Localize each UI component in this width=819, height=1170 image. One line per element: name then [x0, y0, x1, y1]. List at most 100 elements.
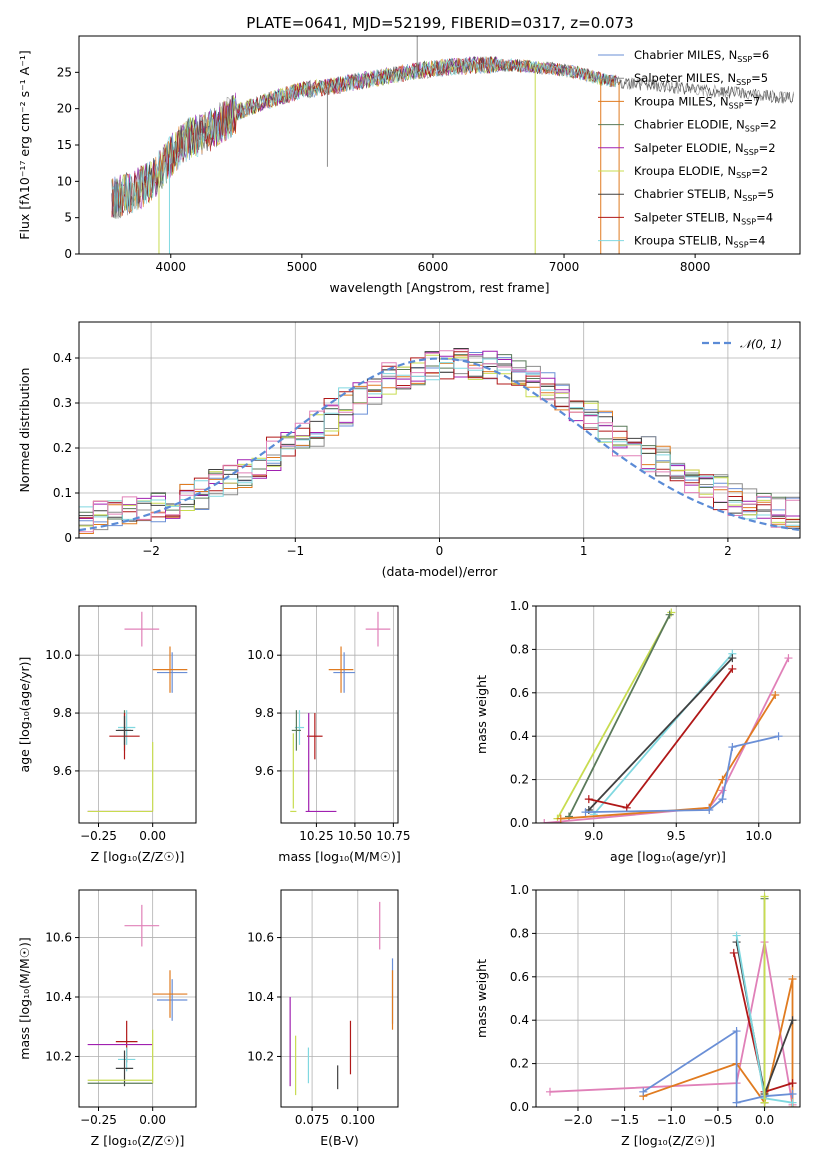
weight-marker: [732, 1098, 741, 1107]
x-tick-label: 7000: [549, 260, 580, 274]
errorbar-point: [328, 646, 354, 693]
y-axis-label: Normed distribution: [17, 368, 32, 493]
y-tick-label: 10.4: [45, 990, 72, 1004]
x-tick-label: 1: [580, 544, 588, 558]
y-tick-label: 20: [57, 102, 72, 116]
weight-line: [593, 653, 733, 815]
axes-frame: [78, 35, 801, 255]
errorbar-point: [124, 611, 160, 647]
x-axis-label: E(B-V): [320, 1133, 359, 1148]
x-tick-label: −2.0: [563, 1113, 592, 1127]
y-tick-label: 0.6: [510, 970, 529, 984]
weight-series: [556, 690, 780, 823]
weight-marker: [729, 948, 738, 957]
weight-marker: [540, 819, 549, 823]
weight-marker: [565, 812, 573, 821]
weight-marker: [556, 814, 565, 823]
y-tick-label: 0.2: [510, 773, 529, 787]
x-tick-label: 4000: [155, 260, 186, 274]
y-tick-label: 10.6: [45, 931, 72, 945]
panel-mass_vs_Z: −0.25 0.00 10.2 10.4 10.6 Z [log₁₀(Z/Z☉)] mass…: [17, 889, 197, 1148]
legend-label: Salpeter MILES, NSSP=5: [634, 71, 768, 87]
plot-area: [79, 348, 800, 534]
errorbar-point: [157, 979, 188, 1021]
panel-mass_vs_EBV: 0.075 0.100 10.2 10.4 10.6 E(B-V): [247, 889, 399, 1148]
plot-area: [87, 611, 188, 813]
x-tick-label: 9.0: [584, 829, 603, 843]
y-tick-label: 5: [64, 211, 72, 225]
weight-marker: [784, 654, 793, 663]
y-tick-label: 0.8: [510, 926, 529, 940]
y-tick-label: 0.0: [510, 1100, 529, 1114]
weight-marker: [718, 786, 727, 795]
histogram-series: [79, 358, 800, 527]
y-tick-label: 0.2: [510, 1057, 529, 1071]
x-axis-label: age [log₁₀(age/yr)]: [610, 849, 726, 864]
y-tick-label: 0.6: [510, 686, 529, 700]
weight-marker: [771, 690, 780, 699]
x-tick-label: −0.25: [80, 1113, 117, 1127]
x-tick-label: −1: [286, 544, 304, 558]
x-axis-label: wavelength [Angstrom, rest frame]: [329, 280, 549, 295]
legend-label: Salpeter STELIB, NSSP=4: [634, 210, 773, 226]
weight-marker: [728, 664, 737, 673]
weight-marker: [788, 1079, 797, 1088]
y-tick-label: 0.8: [510, 642, 529, 656]
histogram-series: [79, 349, 800, 533]
x-tick-label: 6000: [418, 260, 449, 274]
y-tick-label: 9.6: [255, 764, 274, 778]
errorbar-point: [115, 715, 134, 745]
y-tick-label: 9.8: [53, 706, 72, 720]
y-tick-label: 0: [64, 247, 72, 261]
y-tick-label: 10.4: [247, 990, 274, 1004]
y-tick-label: 0.4: [510, 729, 529, 743]
x-tick-label: 0.00: [139, 1113, 166, 1127]
figure-title: PLATE=0641, MJD=52199, FIBERID=0317, z=0…: [246, 14, 633, 32]
weight-marker: [760, 1098, 769, 1107]
spectrum-line: [111, 56, 617, 215]
x-tick-label: 8000: [680, 260, 711, 274]
y-tick-label: 0.4: [510, 1013, 529, 1027]
y-tick-label: 0.0: [510, 816, 529, 830]
x-tick-label: 0.100: [341, 1113, 375, 1127]
x-axis-label: (data-model)/error: [382, 564, 499, 579]
x-tick-label: 10.75: [376, 829, 410, 843]
weight-marker: [665, 610, 674, 619]
weight-marker: [774, 732, 783, 741]
y-tick-label: 0.4: [53, 351, 72, 365]
x-tick-label: 0.00: [139, 829, 166, 843]
legend-label: Chabrier STELIB, NSSP=5: [634, 187, 774, 203]
x-tick-label: 0.075: [295, 1113, 329, 1127]
y-axis-label: mass weight: [474, 675, 489, 754]
errorbar-point: [157, 652, 188, 693]
weight-marker: [718, 795, 727, 804]
plot-area: [289, 901, 394, 1096]
legend: 𝒩(0, 1): [702, 337, 782, 351]
x-tick-label: −0.5: [703, 1113, 732, 1127]
x-axis-label: Z [log₁₀(Z/Z☉)]: [91, 849, 185, 864]
x-tick-label: 2: [724, 544, 732, 558]
weight-line: [560, 694, 777, 820]
axes-frame: [280, 889, 399, 1108]
y-axis-label: mass [log₁₀(M/M☉)]: [17, 937, 32, 1059]
weight-series: [639, 1027, 797, 1107]
weight-series: [760, 892, 769, 1107]
axes-frame: [535, 605, 801, 824]
weight-marker: [732, 1027, 741, 1036]
x-tick-label: −1.0: [657, 1113, 686, 1127]
x-axis-label: mass [log₁₀(M/M☉)]: [278, 849, 400, 864]
errorbar-point: [118, 710, 136, 745]
weight-marker: [718, 775, 727, 784]
weight-series: [581, 732, 783, 817]
y-tick-label: 9.8: [255, 706, 274, 720]
plot-area: [111, 36, 794, 254]
axes-frame: [535, 889, 801, 1108]
weight-marker: [788, 974, 797, 983]
plot-area: [540, 608, 793, 823]
weight-line: [588, 657, 733, 811]
weight-marker: [760, 892, 769, 901]
y-tick-label: 10.2: [45, 1049, 72, 1063]
y-tick-label: 10: [57, 174, 72, 188]
x-tick-label: 0: [436, 544, 444, 558]
y-tick-label: 1.0: [510, 883, 529, 897]
